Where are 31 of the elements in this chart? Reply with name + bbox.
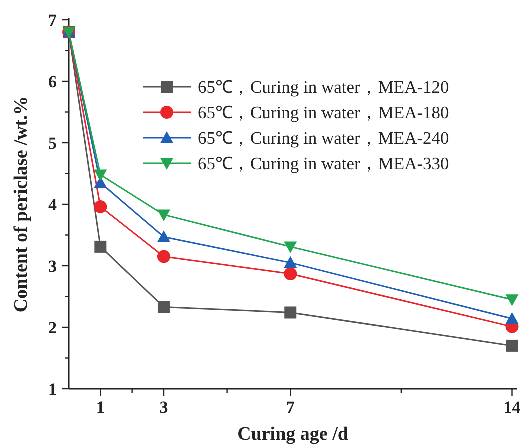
point [94,240,107,253]
y-axis-title: Content of periclase /wt.% [11,96,32,313]
x-tick-label: 7 [286,398,296,417]
y-tick-label: 7 [48,11,58,30]
point [506,312,519,324]
point [157,230,170,242]
y-tick-label: 4 [48,196,58,214]
point [506,294,519,306]
point [94,170,108,182]
point [284,242,298,254]
point [157,250,170,264]
y-tick-label: 1 [48,380,57,399]
point [158,301,170,314]
legend-label: 65℃，Curing in water，MEA-330 [198,154,450,174]
y-tick-label: 3 [48,257,57,276]
x-axis-title: Curing age /d [238,424,349,445]
point [284,267,298,280]
y-tick-label: 6 [48,72,57,92]
y-tick-label: 2 [48,318,57,338]
legend-label: 65℃，Curing in water，MEA-240 [198,128,450,148]
point [94,200,108,214]
point [284,256,298,268]
point [506,340,518,352]
x-tick-label: 1 [96,398,105,417]
point [284,306,297,319]
legend-label: 65℃，Curing in water，MEA-180 [198,102,450,122]
legend-label: 65℃，Curing in water，MEA-120 [198,77,450,97]
x-tick-label: 14 [504,398,522,417]
point [157,210,170,222]
y-tick-label: 5 [48,134,57,153]
x-tick-label: 3 [160,398,168,417]
